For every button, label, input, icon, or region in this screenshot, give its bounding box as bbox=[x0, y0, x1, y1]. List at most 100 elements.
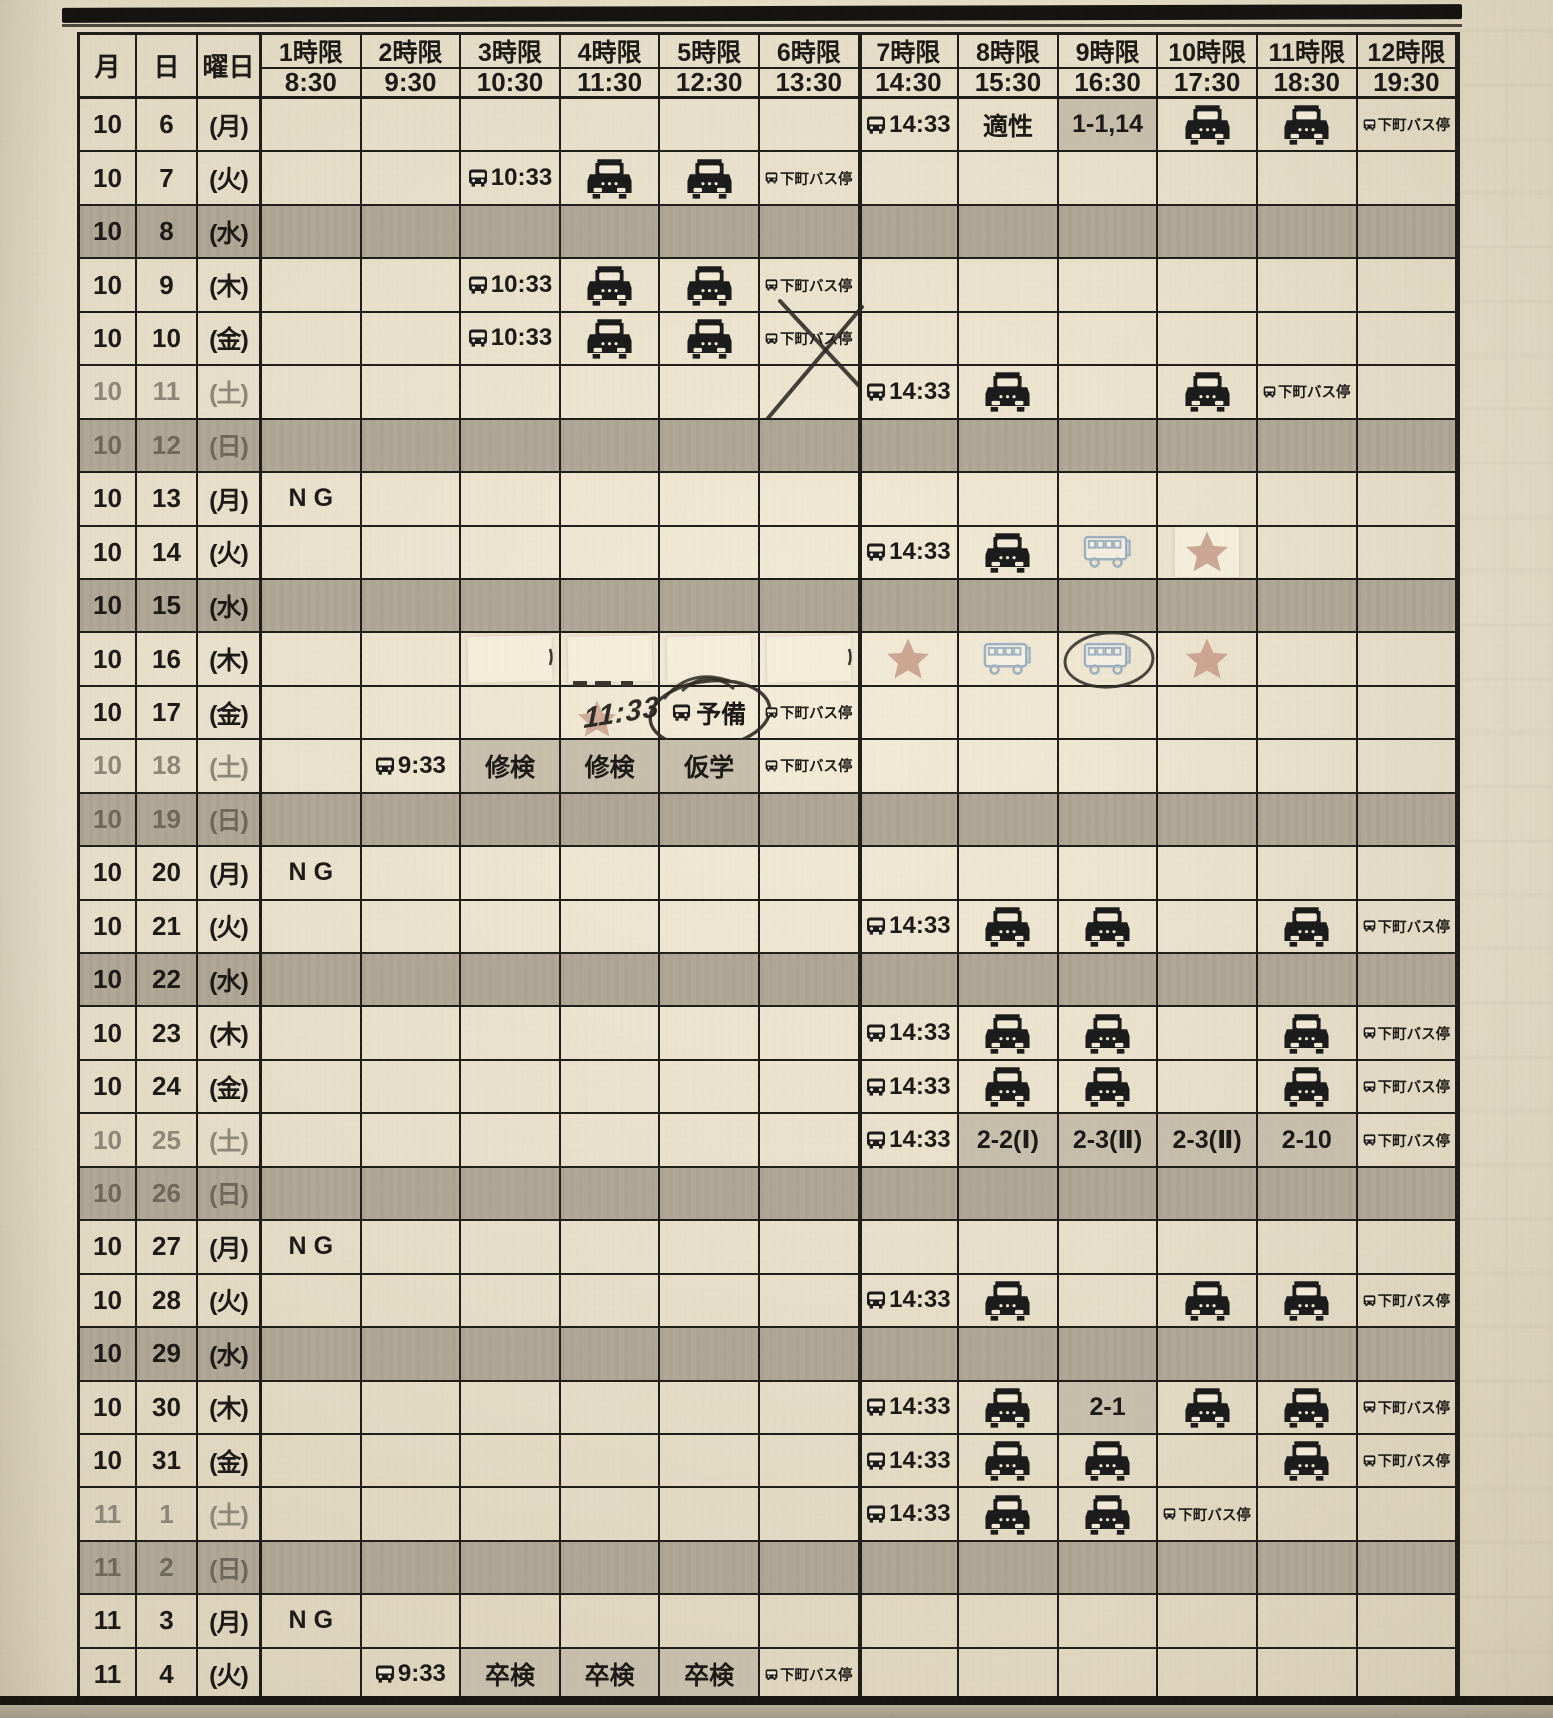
bus-icon bbox=[1363, 1134, 1375, 1146]
schedule-cell-empty bbox=[262, 259, 362, 313]
schedule-cell-empty bbox=[1058, 1541, 1159, 1596]
schedule-cell-empty bbox=[361, 366, 462, 420]
schedule-cell-bus-time: 14:33 bbox=[859, 900, 960, 954]
date-month-cell: 10 bbox=[80, 205, 137, 260]
schedule-cell-empty bbox=[361, 99, 462, 153]
schedule-cell-empty bbox=[1058, 473, 1159, 527]
schedule-cell-ng: NG bbox=[262, 473, 362, 527]
schedule-cell-empty bbox=[560, 1488, 661, 1542]
bus-icon bbox=[765, 279, 778, 291]
date-day-cell: 25 bbox=[137, 1114, 198, 1168]
schedule-cell-empty bbox=[1058, 1595, 1159, 1649]
schedule-cell-empty bbox=[859, 259, 960, 313]
schedule-cell-bus-time: 14:33 bbox=[859, 526, 960, 580]
date-day-cell: 4 bbox=[137, 1648, 198, 1703]
date-month-cell: 10 bbox=[80, 1221, 137, 1275]
date-month-cell: 11 bbox=[80, 1488, 137, 1542]
schedule-cell-empty bbox=[1058, 740, 1159, 794]
bus-icon bbox=[867, 1131, 886, 1149]
schedule-cell-empty bbox=[1158, 1007, 1258, 1061]
schedule-cell-empty bbox=[560, 366, 661, 420]
bus-stop-marker: 下町バス停 bbox=[1363, 1290, 1450, 1311]
ng-mark: NG bbox=[288, 1606, 341, 1635]
schedule-cell-empty bbox=[660, 954, 760, 1008]
car-icon bbox=[1185, 1281, 1230, 1321]
schedule-cell-empty bbox=[959, 954, 1059, 1008]
schedule-cell-empty bbox=[461, 1221, 561, 1275]
schedule-cell-empty bbox=[461, 1595, 561, 1649]
bus-icon bbox=[468, 169, 487, 187]
lesson-code: 修検 bbox=[584, 753, 635, 782]
schedule-cell-empty bbox=[361, 900, 462, 954]
period-header: 8時限 bbox=[959, 35, 1059, 69]
table-bottom-rule bbox=[0, 1696, 1553, 1705]
schedule-cell-empty bbox=[361, 152, 462, 206]
bus-stop-marker: 下町バス停 bbox=[765, 702, 853, 723]
schedule-cell-car bbox=[1257, 99, 1358, 153]
schedule-cell-empty bbox=[262, 1381, 362, 1435]
schedule-cell-empty bbox=[262, 526, 362, 580]
schedule-cell-empty bbox=[262, 366, 362, 420]
schedule-cell-bus-time: 14:33 bbox=[859, 1114, 960, 1168]
bus-icon bbox=[867, 1291, 886, 1309]
schedule-cell-empty bbox=[560, 579, 661, 634]
schedule-cell-star bbox=[1158, 633, 1258, 687]
shuttle-bus-icon bbox=[1083, 536, 1131, 569]
schedule-cell-empty bbox=[759, 1274, 860, 1329]
date-day-cell: 17 bbox=[137, 686, 198, 741]
schedule-cell-empty bbox=[560, 1167, 661, 1222]
car-icon bbox=[1284, 1441, 1329, 1481]
schedule-cell-shuttle bbox=[1058, 526, 1159, 580]
schedule-cell-empty bbox=[262, 740, 362, 794]
schedule-cell-empty bbox=[560, 1541, 661, 1596]
schedule-cell-empty bbox=[1357, 954, 1458, 1008]
weekday-cell: (木) bbox=[198, 259, 262, 313]
weekday-cell: (火) bbox=[198, 1648, 262, 1703]
schedule-cell-empty bbox=[461, 1541, 561, 1596]
bus-icon bbox=[1363, 1455, 1375, 1467]
schedule-table: 月日曜日 1時限 8:30 2時限 9:30 3時限 10:30 4時限 11:30 5時限 12:… bbox=[77, 32, 1461, 1706]
weekday-cell: (月) bbox=[198, 1595, 262, 1649]
schedule-cell-text: 卒検 bbox=[461, 1648, 561, 1703]
pickup-bus-time: 14:33 bbox=[866, 538, 951, 566]
bus-stop-marker: 下町バス停 bbox=[1263, 381, 1350, 402]
schedule-cell-empty bbox=[361, 419, 462, 474]
schedule-cell-empty bbox=[660, 1114, 760, 1168]
period-start-time: 9:30 bbox=[361, 67, 462, 99]
schedule-cell-empty bbox=[1357, 1488, 1458, 1542]
period-start-time: 13:30 bbox=[759, 67, 860, 99]
schedule-cell-empty bbox=[560, 793, 661, 848]
date-month-cell: 10 bbox=[80, 1007, 137, 1061]
whiteout-patch bbox=[467, 635, 553, 683]
lesson-code: 修検 bbox=[484, 753, 535, 782]
car-icon bbox=[985, 1067, 1030, 1107]
schedule-cell-empty bbox=[959, 740, 1059, 794]
schedule-cell-empty bbox=[461, 1007, 561, 1061]
schedule-cell-empty bbox=[461, 1328, 561, 1382]
schedule-cell-empty bbox=[1357, 366, 1458, 420]
schedule-cell-empty bbox=[560, 1595, 661, 1649]
schedule-cell-empty bbox=[560, 900, 661, 954]
car-icon bbox=[985, 1281, 1030, 1321]
date-day-cell: 18 bbox=[137, 740, 198, 794]
schedule-cell-whiteout bbox=[461, 633, 561, 687]
schedule-cell-empty bbox=[1357, 205, 1458, 260]
whiteout-patch bbox=[766, 635, 852, 683]
schedule-cell-ng: NG bbox=[262, 1221, 362, 1275]
schedule-cell-empty bbox=[461, 1488, 561, 1542]
schedule-cell-empty bbox=[1257, 1595, 1358, 1649]
date-month-cell: 10 bbox=[80, 526, 137, 580]
schedule-cell-empty bbox=[1058, 1648, 1159, 1703]
schedule-cell-empty bbox=[361, 312, 462, 367]
weekday-cell: (木) bbox=[198, 1381, 262, 1435]
bus-icon bbox=[1363, 1027, 1375, 1039]
weekday-cell: (水) bbox=[198, 1328, 262, 1382]
date-day-cell: 15 bbox=[137, 579, 198, 634]
schedule-cell-empty bbox=[759, 954, 860, 1008]
schedule-cell-whiteout bbox=[660, 633, 760, 692]
car-icon bbox=[1085, 907, 1130, 947]
schedule-cell-empty bbox=[1357, 312, 1458, 367]
weekday-cell: (火) bbox=[198, 1274, 262, 1329]
schedule-cell-empty bbox=[959, 847, 1059, 901]
schedule-cell-empty bbox=[1257, 1167, 1358, 1222]
